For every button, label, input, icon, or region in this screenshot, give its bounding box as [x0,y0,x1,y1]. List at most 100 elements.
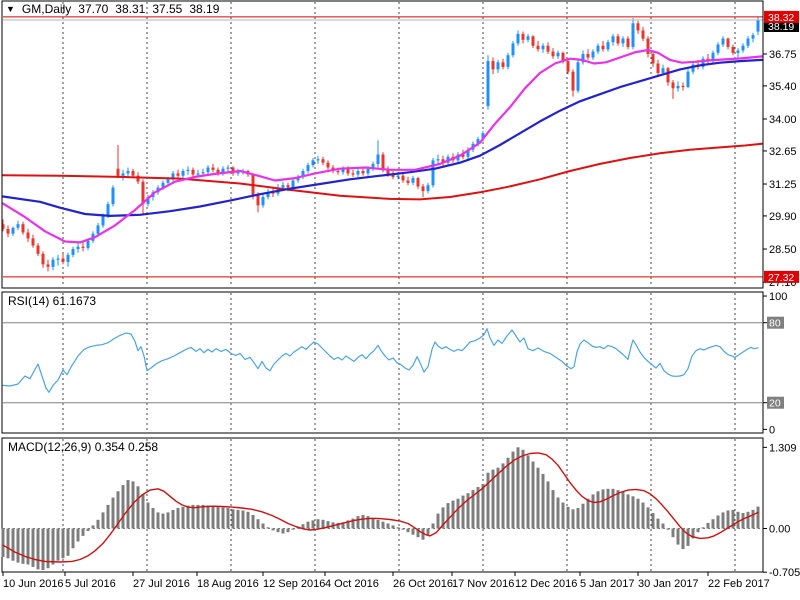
bid-price-badge: 38.19 [768,21,794,33]
macd-histogram-bar [246,511,250,529]
candle-up [196,173,200,175]
macd-histogram-bar [46,528,50,569]
candle-up [581,54,585,63]
macd-histogram-bar [156,512,160,529]
candle-up [691,64,695,72]
rsi-axis-label: 0 [769,424,775,436]
macd-histogram-bar [41,528,45,570]
macd-histogram-bar [746,511,750,529]
macd-histogram-bar [166,512,170,529]
candle-up [301,171,305,177]
candle-up [306,165,310,171]
macd-histogram-bar [16,528,20,563]
macd-histogram-bar [26,528,30,565]
candle-up [376,154,380,164]
macd-histogram-bar [181,506,185,529]
macd-histogram-bar [741,513,745,529]
candle-down [116,168,120,176]
line-price-badge: 27.32 [768,272,794,284]
macd-histogram-bar [531,461,535,529]
candle-up [476,139,480,144]
candle-down [131,171,135,176]
macd-histogram-bar [76,528,80,542]
candle-up [591,51,595,58]
candle-up [506,55,510,67]
candle-down [531,36,535,46]
macd-histogram-bar [266,527,270,529]
candle-down [31,238,35,246]
candle-up [266,192,270,197]
macd-histogram-bar [606,488,610,529]
macd-histogram-bar [706,522,710,529]
macd-histogram-bar [151,508,155,529]
macd-histogram-bar [306,521,310,529]
candle-up [526,36,530,40]
candle-up [111,187,115,205]
macd-histogram-bar [516,447,520,529]
time-axis-label: 26 Oct 2016 [393,578,453,590]
macd-histogram-bar [421,528,425,540]
candle-up [171,173,175,180]
macd-histogram-bar [486,472,490,529]
time-axis-label: 22 Feb 2017 [708,578,770,590]
candle-up [221,168,225,174]
price-axis-label: 28.50 [769,244,797,256]
candle-down [546,45,550,52]
macd-histogram-bar [311,520,315,529]
candle-up [431,160,435,186]
symbol-dropdown-icon[interactable]: ▼ [6,4,15,14]
price-axis-label: 36.75 [769,49,797,61]
rsi-level-badge-bg [767,316,784,329]
candle-up [121,173,125,176]
candle-up [291,180,295,188]
macd-histogram-bar [506,457,510,529]
macd-histogram-bar [401,528,405,530]
macd-histogram-bar [101,512,105,529]
macd-histogram-bar [676,528,680,545]
candle-down [571,71,575,91]
macd-histogram-bar [481,483,485,529]
macd-histogram-bar [361,514,365,529]
candle-down [626,38,630,47]
candle-down [216,169,220,174]
candle-up [396,175,400,177]
price-axis-label: 29.90 [769,211,797,223]
candle-down [41,253,45,265]
macd-histogram-bar [621,491,625,529]
macd-histogram-bar [536,467,540,529]
candle-down [386,168,390,175]
price-axis-label: 32.65 [769,146,797,158]
candle-up [701,58,705,67]
line-price-badge-bg [764,270,799,283]
candle-up [126,171,130,174]
macd-histogram-bar [71,528,75,549]
time-axis-label: 5 Jan 2017 [580,578,634,590]
symbol-title: GM,Daily [21,2,72,16]
candle-down [286,185,290,188]
macd-histogram-bar [646,507,650,529]
candle-up [311,160,315,166]
macd-histogram-bar [86,528,90,531]
macd-histogram-bar [216,506,220,529]
macd-histogram-bar [186,505,190,529]
candle-down [231,167,235,174]
macd-histogram-bar [651,513,655,529]
candle-down [391,174,395,177]
candle-down [401,175,405,181]
candle-up [146,197,150,205]
macd-histogram-bar [301,524,305,529]
candle-up [621,38,625,44]
candle-down [501,62,505,67]
candle-down [211,167,215,170]
candle-down [731,46,735,53]
macd-histogram-bar [656,518,660,529]
macd-histogram-bar [431,523,435,529]
macd-histogram-bar [206,505,210,529]
candle-up [676,85,680,89]
macd-histogram-bar [11,528,15,561]
ohlc-low: 37.55 [152,2,183,16]
macd-signal-line [2,452,759,563]
candle-down [616,36,620,44]
